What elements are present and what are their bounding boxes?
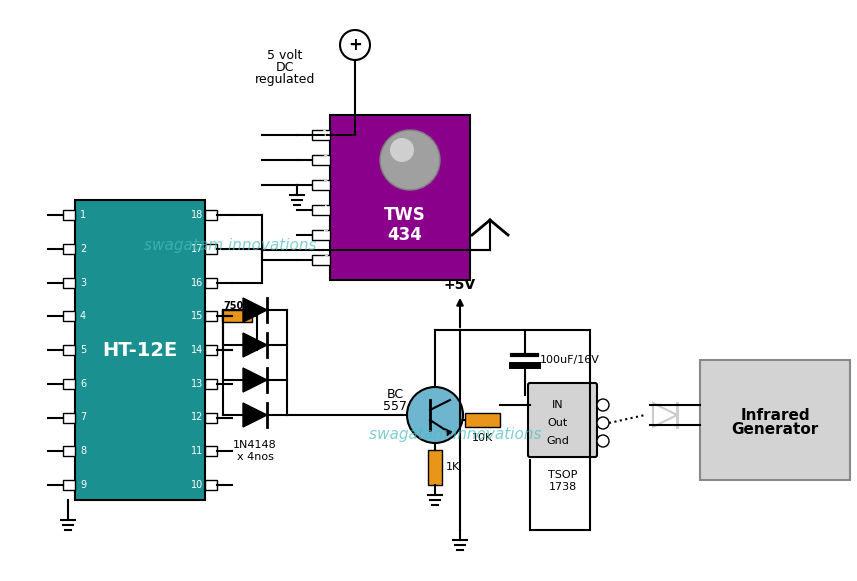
Bar	[222, 310, 252, 322]
Bar	[312, 180, 330, 190]
Bar	[63, 480, 75, 490]
Bar	[205, 480, 217, 490]
Text: IN: IN	[552, 400, 563, 410]
Polygon shape	[243, 298, 267, 322]
Text: 10K: 10K	[472, 433, 493, 443]
Text: 5: 5	[80, 345, 86, 355]
Text: 1K: 1K	[446, 462, 460, 472]
Circle shape	[597, 435, 609, 447]
Text: 13: 13	[191, 379, 203, 389]
Bar	[205, 210, 217, 220]
Bar	[312, 130, 330, 140]
FancyBboxPatch shape	[700, 360, 850, 480]
Text: +: +	[348, 36, 362, 54]
Text: 1: 1	[322, 130, 328, 140]
Bar	[63, 413, 75, 422]
Circle shape	[597, 417, 609, 429]
Text: 7: 7	[80, 413, 86, 422]
Text: 6: 6	[80, 379, 86, 389]
Text: 5: 5	[322, 230, 328, 240]
Polygon shape	[243, 403, 267, 427]
Text: 8: 8	[80, 446, 86, 456]
Polygon shape	[653, 403, 677, 427]
Text: TSOP: TSOP	[548, 470, 577, 480]
Bar	[312, 205, 330, 215]
Text: Infrared: Infrared	[740, 407, 810, 422]
Bar	[63, 311, 75, 321]
Text: 1738: 1738	[548, 482, 577, 492]
FancyBboxPatch shape	[75, 200, 205, 500]
Text: 100uF/16V: 100uF/16V	[540, 355, 600, 365]
Bar	[330, 115, 470, 280]
Bar	[63, 379, 75, 389]
Text: 12: 12	[191, 413, 203, 422]
Bar	[205, 244, 217, 254]
Text: 14: 14	[191, 345, 203, 355]
Circle shape	[597, 399, 609, 411]
Bar	[205, 345, 217, 355]
Text: swagatam innovations: swagatam innovations	[369, 428, 542, 443]
Bar	[63, 278, 75, 288]
Text: Generator: Generator	[731, 422, 818, 437]
Text: 9: 9	[80, 480, 86, 490]
Text: 2: 2	[80, 244, 86, 254]
Bar	[205, 446, 217, 456]
Bar	[63, 244, 75, 254]
Bar	[312, 155, 330, 165]
Text: HT-12E: HT-12E	[102, 340, 177, 360]
Text: TWS: TWS	[384, 206, 426, 224]
Text: BC: BC	[387, 389, 404, 401]
Text: 17: 17	[191, 244, 203, 254]
Text: +5V: +5V	[444, 278, 476, 292]
Text: 5 volt: 5 volt	[267, 48, 303, 62]
Bar	[205, 278, 217, 288]
Polygon shape	[243, 368, 267, 392]
Text: 10: 10	[191, 480, 203, 490]
Text: 4: 4	[80, 311, 86, 321]
Text: 1N4148: 1N4148	[233, 440, 277, 450]
Bar	[205, 379, 217, 389]
Bar	[312, 230, 330, 240]
Bar	[63, 446, 75, 456]
Bar	[465, 413, 500, 427]
Text: Gnd: Gnd	[546, 436, 569, 446]
FancyBboxPatch shape	[528, 383, 597, 457]
Text: 2: 2	[322, 155, 328, 165]
Text: x 4nos: x 4nos	[237, 452, 273, 462]
Text: regulated: regulated	[255, 73, 315, 85]
Text: 3: 3	[322, 180, 328, 190]
Text: DC: DC	[276, 60, 294, 74]
Circle shape	[407, 387, 463, 443]
Text: 15: 15	[191, 311, 203, 321]
Circle shape	[340, 30, 370, 60]
Bar	[428, 450, 442, 485]
Bar	[205, 413, 217, 422]
Text: 1: 1	[80, 210, 86, 220]
Text: 6: 6	[322, 255, 328, 265]
Circle shape	[390, 138, 414, 162]
Circle shape	[380, 130, 440, 190]
Bar	[63, 210, 75, 220]
Text: 750K: 750K	[223, 302, 251, 311]
Polygon shape	[243, 333, 267, 357]
Bar	[63, 345, 75, 355]
Text: 4: 4	[322, 205, 328, 215]
Text: Out: Out	[548, 418, 567, 428]
Text: 3: 3	[80, 278, 86, 288]
Bar	[312, 255, 330, 265]
Text: 16: 16	[191, 278, 203, 288]
Text: 434: 434	[387, 226, 423, 244]
Text: 557: 557	[383, 400, 407, 414]
Bar	[205, 311, 217, 321]
Text: swagatam innovations: swagatam innovations	[144, 238, 316, 253]
Text: 18: 18	[191, 210, 203, 220]
Text: 11: 11	[191, 446, 203, 456]
